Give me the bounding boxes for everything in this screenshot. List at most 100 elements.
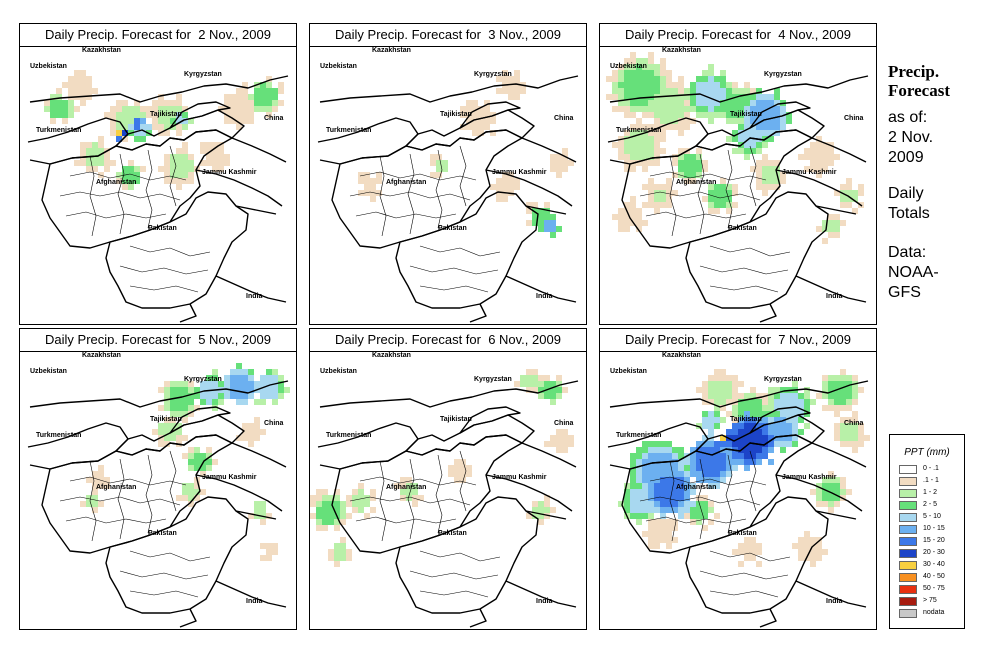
precip-cell xyxy=(750,118,756,124)
precip-cell xyxy=(810,555,816,561)
precip-cell xyxy=(732,393,738,399)
precip-cell xyxy=(750,543,756,549)
precip-cell xyxy=(738,393,744,399)
precip-cell xyxy=(224,381,230,387)
precip-cell xyxy=(846,202,852,208)
province-boundary xyxy=(129,590,199,598)
precip-cell xyxy=(744,435,750,441)
precip-cell xyxy=(714,393,720,399)
precip-cell xyxy=(858,423,864,429)
precip-cell xyxy=(612,106,618,112)
precip-cell xyxy=(212,154,218,160)
precip-cell xyxy=(654,88,660,94)
precip-cell xyxy=(702,423,708,429)
precip-cell xyxy=(822,142,828,148)
precip-cell xyxy=(702,459,708,465)
precip-cell xyxy=(750,537,756,543)
precip-cell xyxy=(708,208,714,214)
precip-cell xyxy=(672,160,678,166)
precip-cell xyxy=(618,64,624,70)
precip-cell xyxy=(702,513,708,519)
precip-cell xyxy=(538,507,544,513)
precip-cell xyxy=(188,465,194,471)
precip-cell xyxy=(672,459,678,465)
precip-cell xyxy=(62,82,68,88)
precip-cell xyxy=(538,375,544,381)
precip-cell xyxy=(248,94,254,100)
country-label-india: India xyxy=(826,293,842,300)
precip-cell xyxy=(744,411,750,417)
precip-cell xyxy=(732,112,738,118)
precip-cell xyxy=(672,94,678,100)
precip-cell xyxy=(666,507,672,513)
precip-cell xyxy=(502,196,508,202)
precip-cell xyxy=(62,106,68,112)
precip-cell xyxy=(370,196,376,202)
precip-cell xyxy=(660,124,666,130)
precip-cell xyxy=(804,405,810,411)
precip-cell xyxy=(648,112,654,118)
precip-cell xyxy=(852,411,858,417)
country-boundary xyxy=(485,442,577,520)
precip-cell xyxy=(720,202,726,208)
precip-cell xyxy=(654,202,660,208)
precip-cell xyxy=(816,555,822,561)
country-label-jammu-kashmir: Jammu Kashmir xyxy=(782,169,837,176)
precip-cell xyxy=(618,76,624,82)
precip-cell xyxy=(666,70,672,76)
precip-cell xyxy=(774,405,780,411)
precip-cell xyxy=(684,459,690,465)
precip-cell xyxy=(550,154,556,160)
sidebar-title-line1: Precip. xyxy=(888,62,940,81)
precip-cell xyxy=(236,94,242,100)
precip-cell xyxy=(322,513,328,519)
precip-cell xyxy=(376,190,382,196)
precip-cell xyxy=(86,94,92,100)
precip-cell xyxy=(140,166,146,172)
precip-cell xyxy=(334,525,340,531)
precip-cell xyxy=(726,465,732,471)
precip-cell xyxy=(122,112,128,118)
precip-cell xyxy=(612,214,618,220)
legend-label: > 75 xyxy=(923,597,937,604)
country-label-pakistan: Pakistan xyxy=(728,225,757,232)
precip-map: Uzbekistan Kazakhstan Kyrgyzstan Tajikistan… xyxy=(600,351,876,629)
precip-cell xyxy=(370,495,376,501)
precip-cell xyxy=(804,399,810,405)
precip-cell xyxy=(858,190,864,196)
precip-cell xyxy=(636,64,642,70)
precip-cell xyxy=(266,76,272,82)
precip-cell xyxy=(792,435,798,441)
precip-cell xyxy=(792,543,798,549)
precip-cell xyxy=(648,82,654,88)
precip-cell xyxy=(550,232,556,238)
precip-cell xyxy=(188,154,194,160)
precip-cell xyxy=(654,471,660,477)
precip-cell xyxy=(786,429,792,435)
precip-cell xyxy=(798,543,804,549)
precip-cell xyxy=(732,441,738,447)
precip-cell xyxy=(624,489,630,495)
precip-cell xyxy=(720,76,726,82)
precip-cell xyxy=(316,513,322,519)
precip-cell xyxy=(654,64,660,70)
precip-cell xyxy=(786,112,792,118)
precip-cell xyxy=(496,196,502,202)
precip-cell xyxy=(618,214,624,220)
precip-cell xyxy=(170,112,176,118)
country-boundary xyxy=(319,75,579,103)
precip-cell xyxy=(690,178,696,184)
precip-cell xyxy=(660,441,666,447)
precip-cell xyxy=(206,465,212,471)
precip-cell xyxy=(376,178,382,184)
precip-cell xyxy=(642,82,648,88)
precip-cell xyxy=(68,100,74,106)
precip-cell xyxy=(768,447,774,453)
precip-cell xyxy=(702,393,708,399)
precip-cell xyxy=(660,70,666,76)
precip-cell xyxy=(436,172,442,178)
precip-cell xyxy=(538,220,544,226)
precip-cell xyxy=(406,483,412,489)
precip-cell xyxy=(490,184,496,190)
precip-cell xyxy=(666,441,672,447)
